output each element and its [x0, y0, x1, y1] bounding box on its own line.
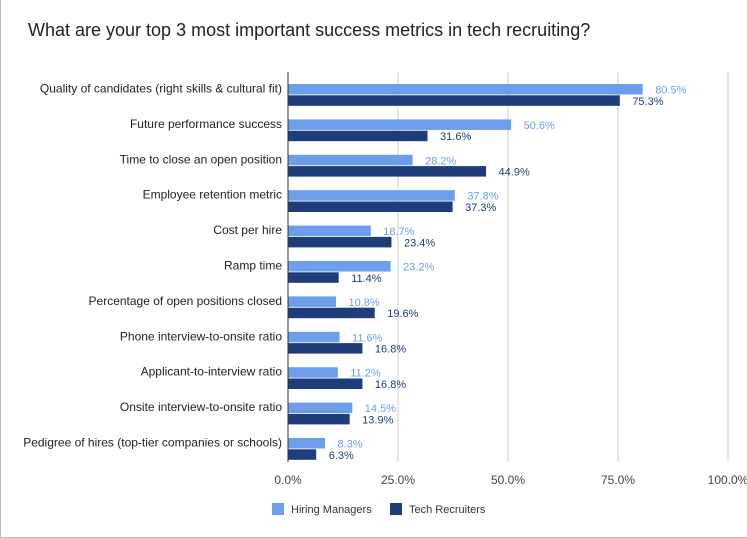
- data-label: 23.2%: [403, 262, 434, 274]
- bar-hiring-managers: [288, 190, 455, 201]
- data-label: 6.3%: [329, 450, 354, 462]
- category-label: Applicant-to-interview ratio: [141, 365, 283, 379]
- x-tick-label: 100.0%: [708, 473, 747, 487]
- data-label: 75.3%: [632, 96, 663, 108]
- data-label: 37.3%: [465, 202, 496, 214]
- data-label: 23.4%: [404, 237, 435, 249]
- bar-hiring-managers: [288, 296, 337, 307]
- category-label: Time to close an open position: [120, 152, 282, 166]
- category-label: Cost per hire: [213, 223, 282, 237]
- bar-tech-recruiters: [288, 378, 363, 389]
- legend-label: Tech Recruiters: [409, 504, 486, 516]
- category-label: Onsite interview-to-onsite ratio: [120, 400, 282, 414]
- category-label: Phone interview-to-onsite ratio: [120, 329, 282, 343]
- data-label: 18.7%: [383, 226, 414, 238]
- category-label: Ramp time: [224, 259, 282, 273]
- bar-hiring-managers: [288, 119, 512, 130]
- data-label: 37.8%: [467, 191, 498, 203]
- category-label: Percentage of open positions closed: [89, 294, 282, 308]
- category-label: Future performance success: [130, 117, 282, 131]
- bar-tech-recruiters: [288, 95, 620, 106]
- bar-tech-recruiters: [288, 449, 317, 460]
- x-tick-label: 25.0%: [381, 473, 415, 487]
- bar-tech-recruiters: [288, 166, 487, 177]
- bar-tech-recruiters: [288, 201, 453, 212]
- data-label: 80.5%: [655, 85, 686, 97]
- data-label: 11.6%: [352, 332, 383, 344]
- bar-tech-recruiters: [288, 413, 350, 425]
- bar-hiring-managers: [288, 402, 353, 414]
- legend-swatch: [272, 503, 284, 515]
- bar-tech-recruiters: [288, 307, 375, 319]
- bar-hiring-managers: [288, 154, 413, 166]
- data-label: 19.6%: [387, 308, 418, 320]
- bar-tech-recruiters: [288, 130, 428, 142]
- bar-hiring-managers: [288, 84, 643, 95]
- category-label: Employee retention metric: [143, 188, 282, 202]
- legend-label: Hiring Managers: [291, 504, 372, 516]
- data-label: 16.8%: [375, 379, 406, 391]
- data-label: 10.8%: [349, 297, 380, 309]
- data-label: 14.5%: [365, 403, 396, 415]
- data-label: 31.6%: [440, 131, 471, 143]
- bar-tech-recruiters: [288, 343, 363, 354]
- bar-tech-recruiters: [288, 272, 339, 283]
- bar-hiring-managers: [288, 225, 371, 237]
- data-label: 16.8%: [375, 344, 406, 356]
- data-label: 50.6%: [524, 120, 555, 132]
- data-label: 11.4%: [351, 273, 382, 285]
- chart-title: What are your top 3 most important succe…: [28, 20, 591, 40]
- legend-swatch: [390, 503, 402, 515]
- bar-hiring-managers: [288, 438, 326, 449]
- bar-hiring-managers: [288, 331, 340, 343]
- x-tick-label: 50.0%: [491, 473, 525, 487]
- category-label: Pedigree of hires (top-tier companies or…: [23, 436, 282, 450]
- x-tick-label: 75.0%: [601, 473, 635, 487]
- x-tick-label: 0.0%: [274, 473, 302, 487]
- data-label: 11.2%: [350, 368, 381, 380]
- bar-hiring-managers: [288, 261, 391, 272]
- data-label: 44.9%: [499, 167, 530, 179]
- data-label: 28.2%: [425, 155, 456, 167]
- bar-hiring-managers: [288, 367, 338, 378]
- category-label: Quality of candidates (right skills & cu…: [40, 82, 282, 96]
- data-label: 13.9%: [362, 414, 393, 426]
- data-label: 8.3%: [338, 439, 363, 451]
- bar-tech-recruiters: [288, 236, 392, 248]
